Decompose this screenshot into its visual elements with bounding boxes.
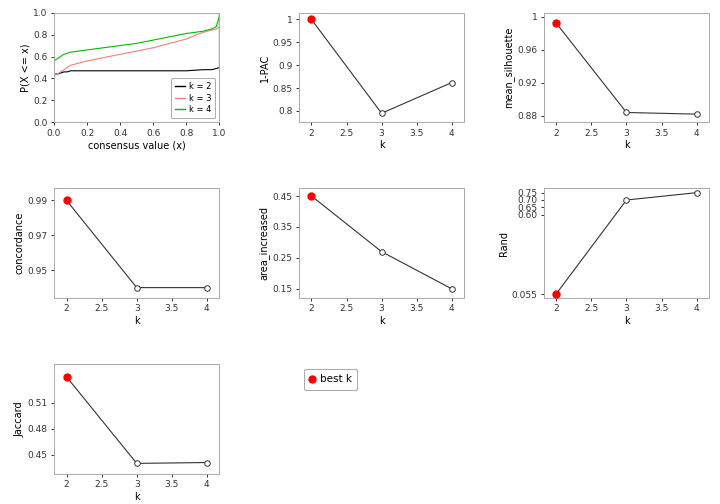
X-axis label: k: k (379, 141, 384, 150)
X-axis label: k: k (134, 492, 140, 502)
Y-axis label: area_increased: area_increased (258, 206, 270, 280)
X-axis label: k: k (624, 316, 629, 326)
Y-axis label: concordance: concordance (15, 212, 25, 274)
Y-axis label: Rand: Rand (499, 231, 509, 256)
X-axis label: consensus value (x): consensus value (x) (88, 141, 186, 150)
Legend: best k: best k (304, 369, 357, 390)
X-axis label: k: k (134, 316, 140, 326)
Y-axis label: Jaccard: Jaccard (15, 401, 25, 436)
X-axis label: k: k (379, 316, 384, 326)
X-axis label: k: k (624, 141, 629, 150)
Legend: k = 2, k = 3, k = 4: k = 2, k = 3, k = 4 (171, 78, 215, 118)
Y-axis label: mean_silhouette: mean_silhouette (504, 27, 515, 108)
Y-axis label: P(X <= x): P(X <= x) (21, 43, 30, 92)
Y-axis label: 1-PAC: 1-PAC (260, 53, 270, 82)
